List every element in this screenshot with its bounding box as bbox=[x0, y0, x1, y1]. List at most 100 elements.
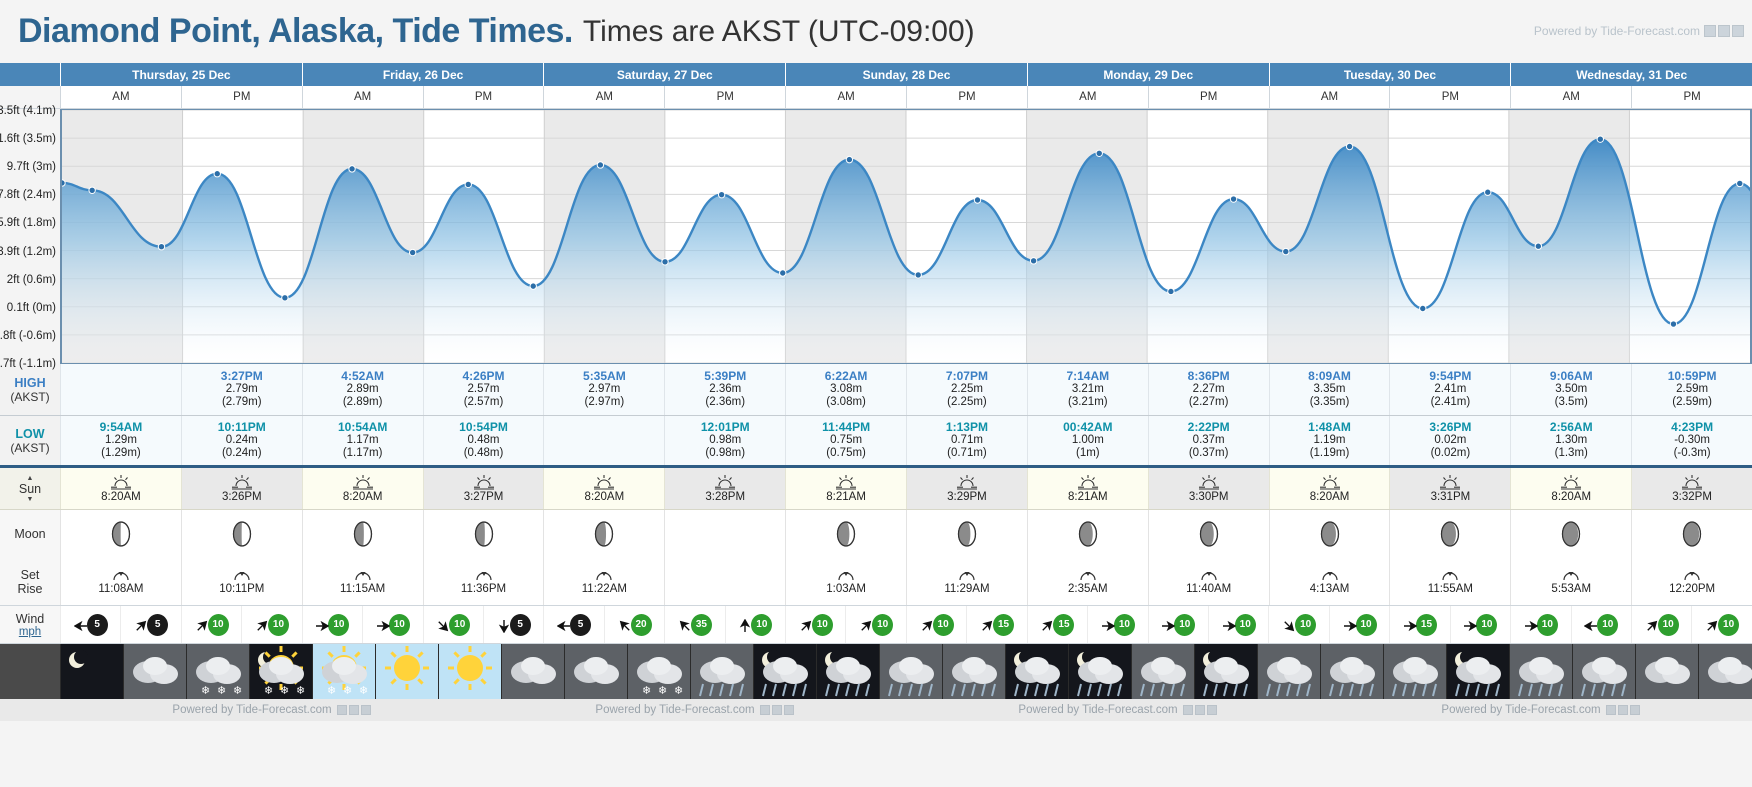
high-tide-height: 2.25m bbox=[950, 383, 983, 395]
weather-icon-row: ❄ ❄ ❄ ❄ ❄ ❄ ❄ ❄ ❄ ❄ ❄ ❄ bbox=[0, 644, 1752, 699]
high-tide-height-alt: (2.97m) bbox=[584, 396, 625, 408]
weather-icon-night-rain bbox=[1006, 644, 1068, 699]
wind-label-text: Wind bbox=[15, 611, 45, 626]
sunset-time: 3:31PM bbox=[1430, 491, 1471, 503]
high-tide-time: 5:35AM bbox=[583, 369, 626, 383]
moon-phase-icon bbox=[595, 521, 614, 547]
moonset-icon bbox=[1321, 572, 1338, 581]
wind-speed-badge: 10 bbox=[872, 613, 894, 636]
logo-bars-icon bbox=[1704, 25, 1744, 37]
high-tide-cell-2: 4:52AM 2.89m (2.89m) bbox=[301, 364, 423, 415]
wind-cell-2: 10 bbox=[180, 606, 241, 643]
low-tide-height: 1.19m bbox=[1313, 434, 1346, 446]
wind-direction-arrow-icon bbox=[136, 620, 147, 631]
sunrise-time: 8:20AM bbox=[584, 491, 625, 503]
wind-badge: 35 bbox=[678, 613, 712, 636]
high-tide-cell-13: 10:59PM 2.59m (2.59m) bbox=[1631, 364, 1752, 415]
weather-cell-13 bbox=[879, 644, 942, 699]
chart-y-axis: 13.5ft (4.1m) 11.6ft (3.5m) 9.7ft (3m) 7.8f… bbox=[0, 105, 60, 370]
sunset-time: 3:28PM bbox=[705, 491, 746, 503]
sun-cell-6: 8:21AM bbox=[785, 468, 906, 509]
wind-direction-arrow-icon bbox=[861, 620, 872, 631]
footer-logo-bars-icon bbox=[759, 705, 794, 715]
svg-text:❄: ❄ bbox=[296, 685, 305, 697]
day-header-row: Thursday, 25 Dec Friday, 26 Dec Saturday, … bbox=[0, 63, 1752, 86]
high-tide-height-alt: (3.35m) bbox=[1309, 396, 1350, 408]
high-tide-height: 2.79m bbox=[225, 383, 258, 395]
tide-extremum-marker bbox=[1029, 257, 1038, 265]
low-tide-cell-8: 00:42AM 1.00m (1m) bbox=[1026, 416, 1148, 465]
wind-badge: 10 bbox=[1645, 613, 1679, 636]
svg-text:❄: ❄ bbox=[233, 685, 242, 697]
wind-arrow-wrap bbox=[799, 619, 813, 635]
moonset-icon bbox=[838, 572, 854, 581]
moon-event-cell-10: 4:13AM bbox=[1268, 558, 1390, 605]
weather-icon-partly-cloudy bbox=[124, 644, 186, 699]
wind-unit-link[interactable]: mph bbox=[18, 625, 42, 638]
tide-extremum-marker bbox=[596, 161, 605, 169]
svg-text:❄: ❄ bbox=[658, 685, 667, 697]
weather-cell-1 bbox=[123, 644, 186, 699]
footer-powered-by-text: Powered by Tide-Forecast.com bbox=[1018, 704, 1178, 716]
high-tide-row: HIGH (AKST) 3:27PM 2.79m (2.79m) 4:52AM 2.89… bbox=[0, 364, 1752, 416]
wind-badge: 10 bbox=[1463, 613, 1498, 636]
wind-cell-19: 10 bbox=[1208, 606, 1268, 643]
ampm-header-11: PM bbox=[1389, 86, 1511, 108]
footer-powered-by-text: Powered by Tide-Forecast.com bbox=[595, 704, 755, 716]
sunset-time: 3:27PM bbox=[463, 491, 504, 503]
low-tide-key: LOW bbox=[15, 426, 45, 441]
weather-cell-12 bbox=[816, 644, 879, 699]
wind-badge: 10 bbox=[436, 613, 471, 636]
wind-speed-badge: 10 bbox=[1295, 613, 1317, 636]
svg-text:❄: ❄ bbox=[280, 685, 289, 697]
wind-badge: 10 bbox=[1161, 613, 1196, 636]
moon-event-time: 11:40AM bbox=[1186, 583, 1232, 595]
wind-speed-badge: 15 bbox=[1053, 613, 1075, 636]
svg-text:❄: ❄ bbox=[217, 685, 226, 697]
tide-extremum-marker bbox=[1167, 287, 1175, 296]
wind-arrow-wrap bbox=[1161, 619, 1176, 635]
wind-arrow-wrap bbox=[859, 619, 873, 635]
wind-arrow-wrap bbox=[497, 619, 511, 635]
sun-cell-3: 3:27PM bbox=[422, 468, 544, 509]
wind-cell-24: 10 bbox=[1510, 606, 1570, 643]
weather-cell-17 bbox=[1131, 644, 1194, 699]
day-header-6: Wednesday, 31 Dec bbox=[1510, 63, 1752, 86]
high-tide-height: 2.41m bbox=[1434, 383, 1467, 395]
footer-credit-2: Powered by Tide-Forecast.com bbox=[906, 704, 1329, 716]
sunrise-time: 8:20AM bbox=[342, 491, 383, 503]
day-header-4: Monday, 29 Dec bbox=[1026, 63, 1269, 86]
weather-cell-9: ❄ ❄ ❄ bbox=[627, 644, 690, 699]
low-tide-cell-2: 10:54AM 1.17m (1.17m) bbox=[301, 416, 423, 465]
wind-cell-11: 10 bbox=[724, 606, 785, 643]
wind-badge: 10 bbox=[255, 613, 289, 636]
wind-speed-badge: 5 bbox=[147, 613, 169, 636]
tide-extremum-marker bbox=[213, 170, 221, 178]
wind-cell-22: 15 bbox=[1389, 606, 1449, 643]
weather-icon-night-rain bbox=[1195, 644, 1257, 699]
weather-icon-cloudy-rain bbox=[1321, 644, 1383, 699]
moon-cell-2 bbox=[301, 510, 423, 558]
wind-speed-badge: 10 bbox=[751, 613, 773, 636]
svg-text:❄: ❄ bbox=[343, 685, 352, 697]
weather-icon-night-clear-snow: ❄ ❄ ❄ bbox=[250, 644, 312, 699]
wind-direction-arrow-icon bbox=[619, 620, 630, 631]
wind-speed-badge: 10 bbox=[1113, 613, 1135, 636]
high-tide-timezone: (AKST) bbox=[10, 389, 50, 404]
footer-powered-by-text: Powered by Tide-Forecast.com bbox=[172, 704, 332, 716]
tide-extremum-marker bbox=[348, 165, 356, 173]
low-tide-height-alt: (0.02m) bbox=[1430, 447, 1471, 459]
high-tide-time: 8:09AM bbox=[1308, 369, 1351, 383]
wind-badge: 10 bbox=[1282, 613, 1317, 636]
low-tide-height-alt: (1m) bbox=[1075, 447, 1100, 459]
wind-speed-badge: 10 bbox=[267, 613, 289, 636]
moon-event-cell-8: 2:35AM bbox=[1026, 558, 1148, 605]
powered-by-text: Powered by Tide-Forecast.com bbox=[1533, 24, 1700, 38]
wind-badge: 10 bbox=[195, 613, 229, 636]
wind-arrow-wrap bbox=[738, 618, 752, 635]
wind-cell-27: 10 bbox=[1691, 606, 1751, 643]
moon-cell-0 bbox=[60, 510, 181, 558]
moonset-icon bbox=[355, 572, 371, 581]
moon-event-cell-0: 11:08AM bbox=[60, 558, 181, 605]
moonset-icon bbox=[959, 572, 975, 581]
